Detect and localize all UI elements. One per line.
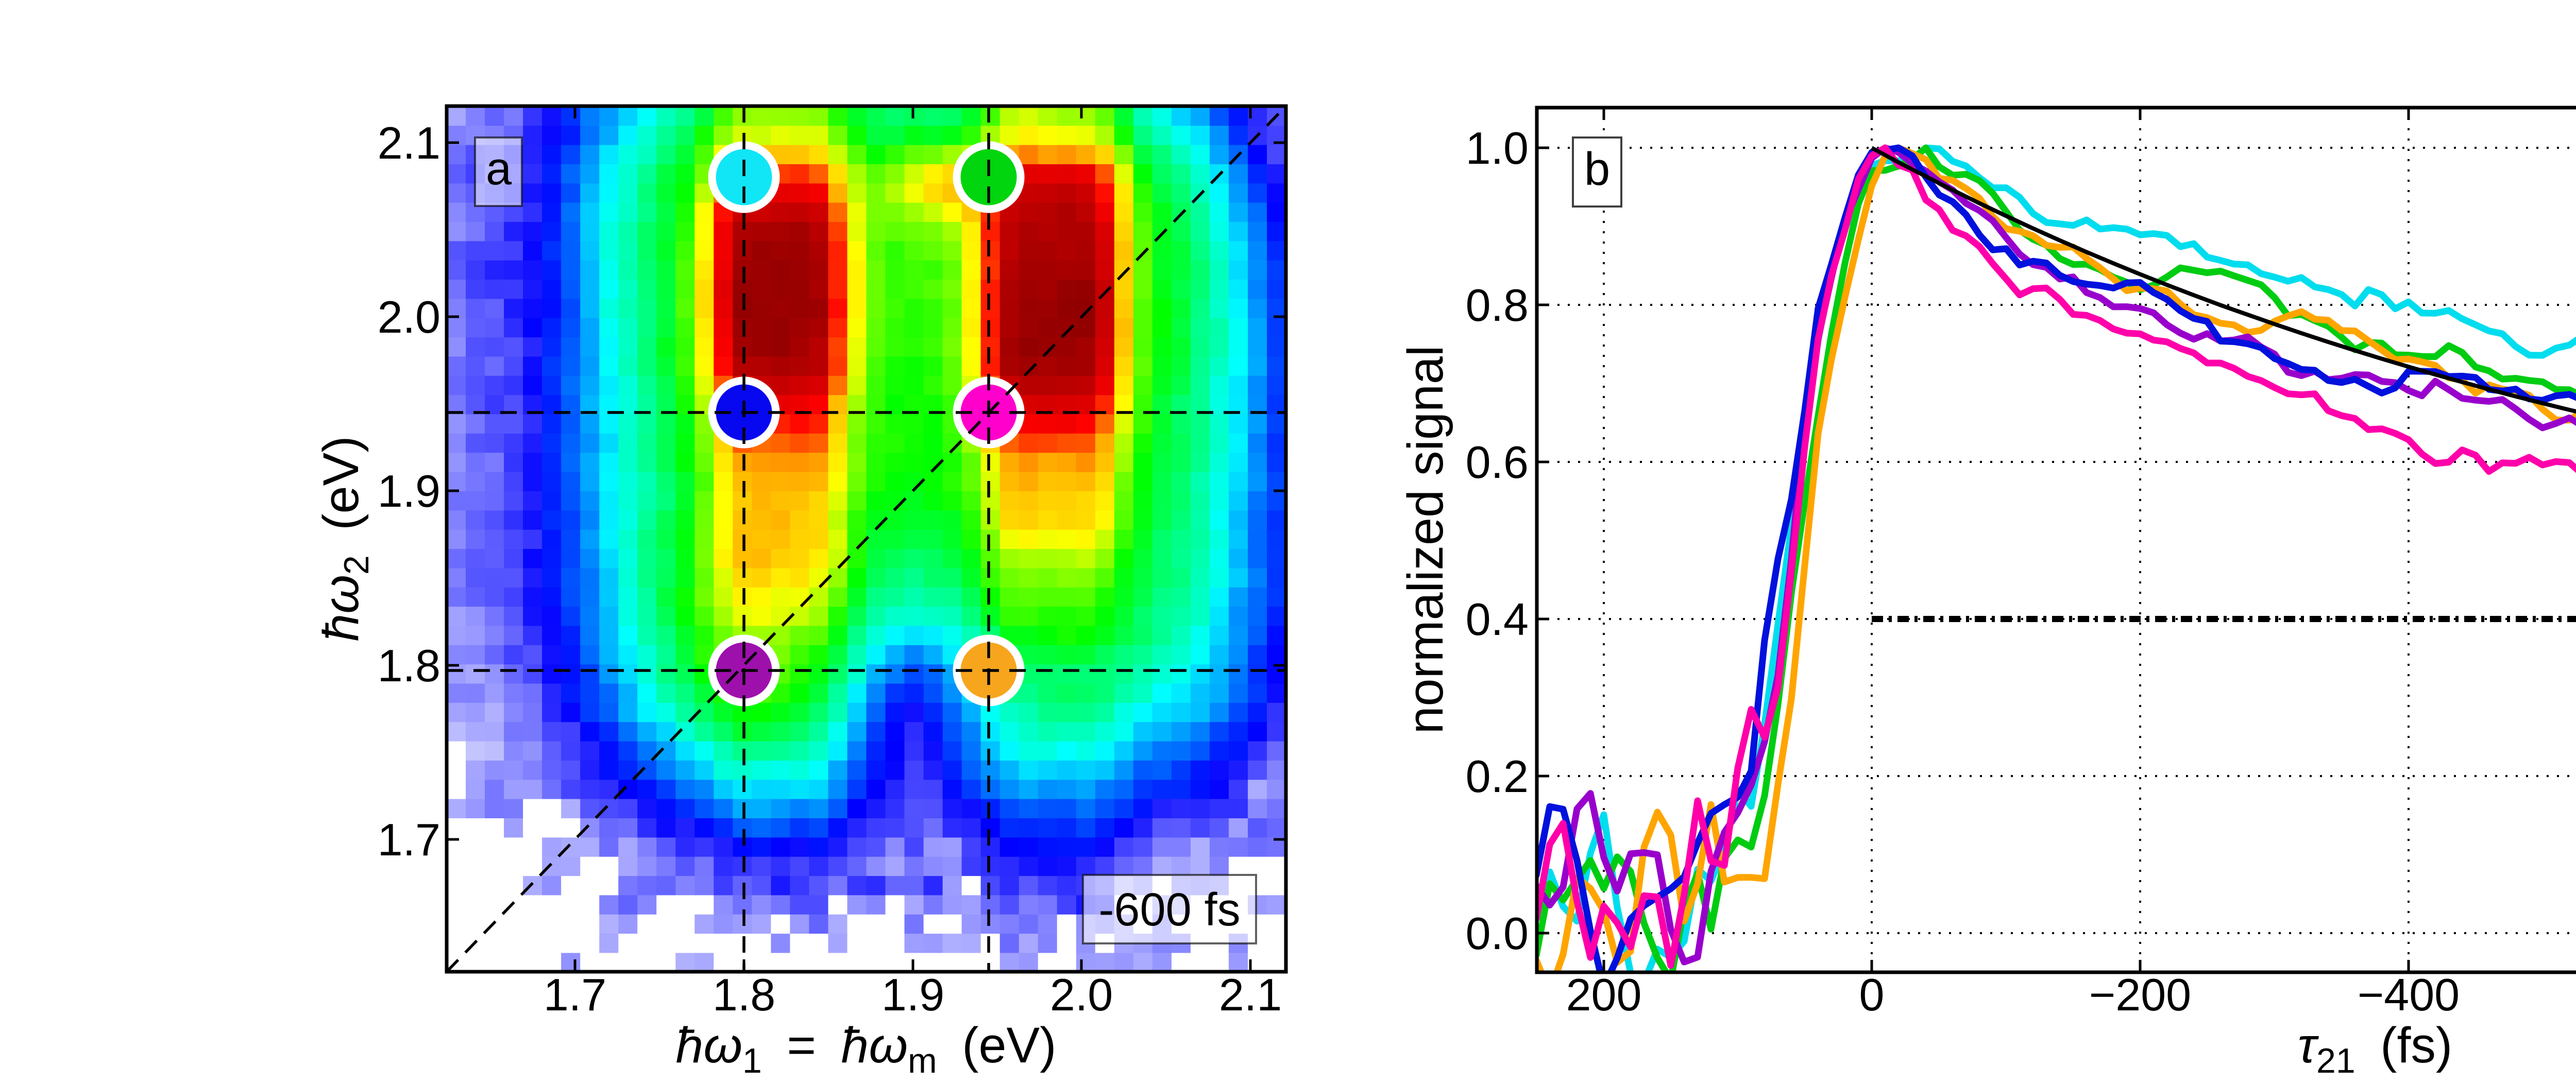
svg-text:1.9: 1.9 [882, 969, 944, 1020]
svg-text:ħω2 (eV): ħω2 (eV) [313, 436, 376, 641]
svg-text:−200: −200 [2089, 969, 2191, 1020]
svg-text:0.8: 0.8 [1466, 280, 1529, 331]
svg-text:τ21 (fs): τ21 (fs) [2298, 1017, 2452, 1080]
svg-text:b: b [1584, 144, 1610, 195]
svg-text:0.0: 0.0 [1466, 908, 1529, 959]
svg-text:2.1: 2.1 [1219, 969, 1282, 1020]
svg-text:1.7: 1.7 [544, 969, 606, 1020]
svg-text:ħω1 = ħωm (eV): ħω1 = ħωm (eV) [676, 1017, 1057, 1080]
svg-text:a: a [486, 143, 512, 195]
svg-text:2.1: 2.1 [378, 117, 440, 168]
svg-text:1.8: 1.8 [378, 640, 440, 691]
svg-text:2.0: 2.0 [378, 291, 440, 342]
svg-text:1.0: 1.0 [1466, 123, 1529, 174]
svg-text:2.0: 2.0 [1050, 969, 1113, 1020]
svg-text:1.7: 1.7 [378, 814, 440, 865]
svg-text:0.2: 0.2 [1466, 751, 1529, 802]
svg-text:0.6: 0.6 [1466, 437, 1529, 488]
svg-text:normalized signal: normalized signal [1397, 346, 1453, 734]
svg-text:0: 0 [1859, 969, 1885, 1020]
svg-text:-600 fs: -600 fs [1098, 884, 1240, 936]
svg-text:200: 200 [1566, 969, 1642, 1020]
svg-text:0.4: 0.4 [1466, 594, 1529, 645]
svg-text:−400: −400 [2358, 969, 2460, 1020]
svg-text:1.8: 1.8 [713, 969, 775, 1020]
svg-text:1.9: 1.9 [378, 466, 440, 517]
